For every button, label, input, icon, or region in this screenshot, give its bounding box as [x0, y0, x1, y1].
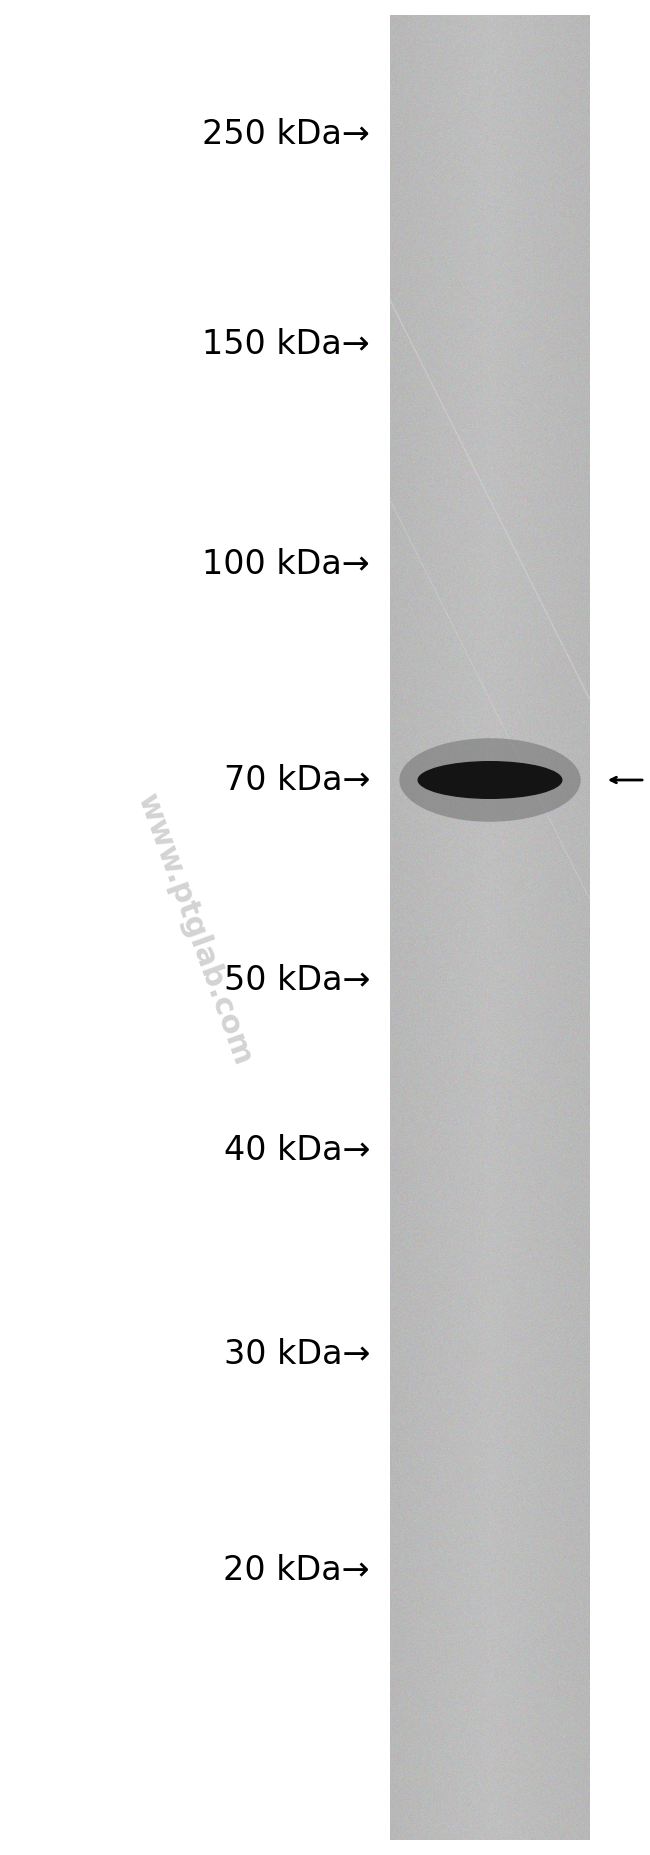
Text: 30 kDa→: 30 kDa→ — [224, 1339, 370, 1371]
Text: 50 kDa→: 50 kDa→ — [224, 963, 370, 996]
Text: www.ptglab.com: www.ptglab.com — [132, 790, 258, 1070]
Ellipse shape — [399, 738, 580, 822]
Text: 250 kDa→: 250 kDa→ — [202, 119, 370, 152]
Text: 20 kDa→: 20 kDa→ — [224, 1553, 370, 1586]
Text: 100 kDa→: 100 kDa→ — [202, 549, 370, 581]
Text: 70 kDa→: 70 kDa→ — [224, 764, 370, 796]
Text: 150 kDa→: 150 kDa→ — [202, 328, 370, 362]
Text: 40 kDa→: 40 kDa→ — [224, 1133, 370, 1167]
Ellipse shape — [417, 761, 562, 800]
